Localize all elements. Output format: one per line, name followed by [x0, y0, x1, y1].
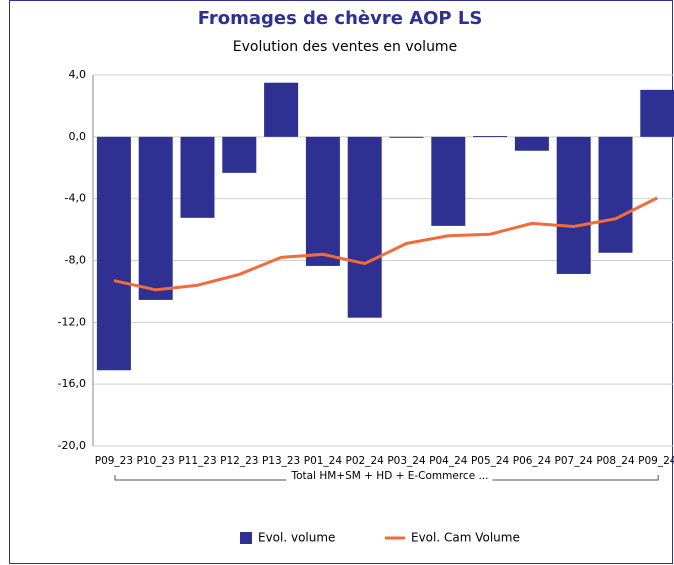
legend-swatch — [240, 532, 252, 544]
bar — [96, 136, 131, 371]
x-tick-label: P02_24 — [346, 455, 385, 467]
bar — [556, 136, 591, 274]
group-label: Total HM+SM + HD + E-Commerce ... — [290, 470, 488, 482]
chart-title: Fromages de chèvre AOP LS — [198, 8, 483, 29]
line — [113, 196, 658, 292]
bar — [640, 89, 674, 137]
x-tick-label: P09_24 — [638, 455, 674, 467]
x-tick-label: P04_24 — [429, 455, 468, 467]
y-tick-label: -12,0 — [58, 315, 86, 328]
bar — [138, 136, 173, 300]
x-tick-label: P07_24 — [555, 455, 594, 467]
bar — [514, 136, 549, 151]
bar — [264, 82, 299, 137]
bar — [431, 136, 466, 226]
bar — [305, 136, 340, 266]
x-tick-label: P03_24 — [387, 455, 426, 467]
y-tick-label: -4,0 — [65, 192, 86, 205]
bar — [598, 136, 633, 253]
bar — [473, 136, 508, 138]
y-tick-label: 4,0 — [69, 68, 87, 81]
y-tick-label: 0,0 — [69, 130, 87, 143]
group-label-bg — [286, 470, 493, 482]
x-tick-label: P09_23 — [95, 455, 133, 467]
x-tick-label: P01_24 — [304, 455, 343, 467]
y-tick-label: -16,0 — [58, 377, 86, 390]
x-tick-label: P12_23 — [220, 455, 258, 467]
x-tick-label: P11_23 — [178, 455, 216, 467]
legend-label: Evol. volume — [258, 531, 335, 545]
y-tick-label: -8,0 — [65, 254, 86, 267]
chart-subtitle: Evolution des ventes en volume — [233, 39, 457, 55]
x-tick-label: P13_23 — [262, 455, 300, 467]
y-tick-label: -20,0 — [58, 439, 86, 452]
bar — [180, 136, 215, 218]
bar — [389, 136, 424, 138]
x-tick-label: P10_23 — [137, 455, 175, 467]
bar — [222, 136, 257, 173]
x-tick-label: P06_24 — [513, 455, 552, 467]
x-tick-label: P08_24 — [596, 455, 635, 467]
legend-label: Evol. Cam Volume — [411, 531, 520, 545]
bar — [347, 136, 382, 318]
x-tick-label: P05_24 — [471, 455, 510, 467]
